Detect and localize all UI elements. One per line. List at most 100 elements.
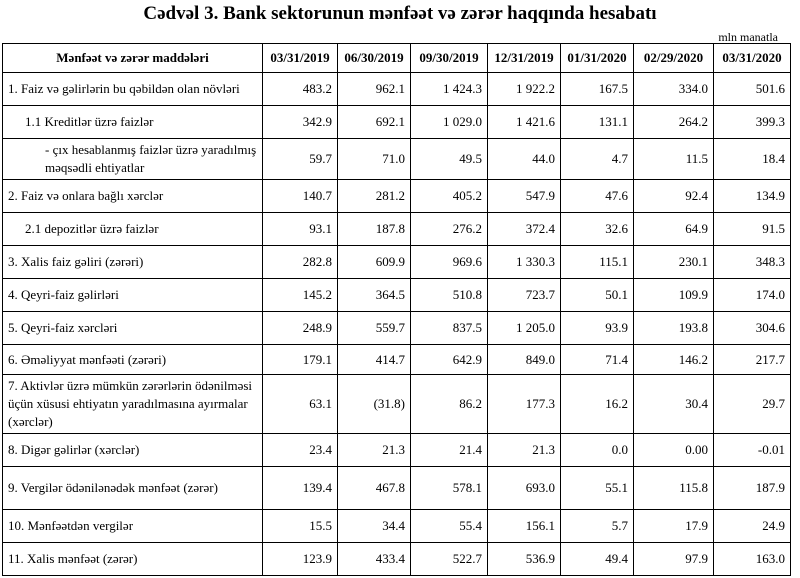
cell: 55.4 bbox=[410, 509, 488, 543]
cell: 47.6 bbox=[560, 179, 634, 213]
cell: 1 029.0 bbox=[410, 105, 488, 139]
table-row: 2.1 depozitlər üzrə faizlər 93.1 187.8 276.… bbox=[2, 212, 791, 246]
cell: 93.9 bbox=[560, 311, 634, 345]
table-body: 1. Faiz və gəlirlərin bu qəbildən olan n… bbox=[2, 72, 791, 576]
row-label: 9. Vergilər ödənilənədək mənfəət (zərər) bbox=[2, 466, 263, 510]
table-row: - çıx hesablanmış faizlər üzrə yaradılmı… bbox=[2, 138, 791, 180]
table-title: Cədvəl 3. Bank sektorunun mənfəət və zər… bbox=[143, 3, 657, 24]
row-label: 8. Digər gəlirlər (xərclər) bbox=[2, 433, 263, 467]
cell: 230.1 bbox=[633, 245, 714, 279]
header-row: Mənfəət və zərər maddələri 03/31/2019 06/3… bbox=[2, 43, 791, 73]
cell: 167.5 bbox=[560, 72, 634, 106]
unit-note: mln manatla bbox=[718, 30, 778, 44]
cell: 21.3 bbox=[337, 433, 411, 467]
cell: 193.8 bbox=[633, 311, 714, 345]
cell: 115.8 bbox=[633, 466, 714, 510]
cell: 414.7 bbox=[337, 344, 411, 375]
cell: 187.8 bbox=[337, 212, 411, 246]
cell: 248.9 bbox=[262, 311, 338, 345]
column-header: 01/31/2020 bbox=[560, 43, 634, 73]
cell: 348.3 bbox=[713, 245, 791, 279]
cell: 609.9 bbox=[337, 245, 411, 279]
cell: 281.2 bbox=[337, 179, 411, 213]
row-label: 4. Qeyri-faiz gəlirləri bbox=[2, 278, 263, 312]
data-table: Mənfəət və zərər maddələri 03/31/2019 06/3… bbox=[2, 43, 791, 576]
cell: 1 922.2 bbox=[487, 72, 561, 106]
cell: 24.9 bbox=[713, 509, 791, 543]
row-label: - çıx hesablanmış faizlər üzrə yaradılmı… bbox=[2, 138, 263, 180]
table-row: 10. Mənfəətdən vergilər 15.5 34.4 55.4 156.1… bbox=[2, 509, 791, 543]
cell: 174.0 bbox=[713, 278, 791, 312]
column-header: 02/29/2020 bbox=[633, 43, 714, 73]
cell: 139.4 bbox=[262, 466, 338, 510]
cell: 23.4 bbox=[262, 433, 338, 467]
cell: 1 330.3 bbox=[487, 245, 561, 279]
cell: 264.2 bbox=[633, 105, 714, 139]
cell: 92.4 bbox=[633, 179, 714, 213]
table-row: 4. Qeyri-faiz gəlirləri 145.2 364.5 510.8 72… bbox=[2, 278, 791, 312]
cell: 399.3 bbox=[713, 105, 791, 139]
cell: 849.0 bbox=[487, 344, 561, 375]
table-row: 2. Faiz və onlara bağlı xərclər 140.7 281.… bbox=[2, 179, 791, 213]
cell: (31.8) bbox=[337, 374, 411, 434]
column-header: Mənfəət və zərər maddələri bbox=[2, 43, 263, 73]
cell: 146.2 bbox=[633, 344, 714, 375]
table-row: 6. Əməliyyat mənfəəti (zərəri) 179.1 414.7… bbox=[2, 344, 791, 375]
cell: 21.3 bbox=[487, 433, 561, 467]
cell: 467.8 bbox=[337, 466, 411, 510]
cell: 34.4 bbox=[337, 509, 411, 543]
cell: 29.7 bbox=[713, 374, 791, 434]
table-row: 1.1 Kreditlər üzrə faizlər 342.9 692.1 1 02… bbox=[2, 105, 791, 139]
cell: -0.01 bbox=[713, 433, 791, 467]
row-label: 1. Faiz və gəlirlərin bu qəbildən olan n… bbox=[2, 72, 263, 106]
cell: 59.7 bbox=[262, 138, 338, 180]
cell: 304.6 bbox=[713, 311, 791, 345]
cell: 93.1 bbox=[262, 212, 338, 246]
cell: 44.0 bbox=[487, 138, 561, 180]
cell: 16.2 bbox=[560, 374, 634, 434]
cell: 91.5 bbox=[713, 212, 791, 246]
cell: 510.8 bbox=[410, 278, 488, 312]
cell: 969.6 bbox=[410, 245, 488, 279]
column-header: 09/30/2019 bbox=[410, 43, 488, 73]
cell: 49.5 bbox=[410, 138, 488, 180]
cell: 642.9 bbox=[410, 344, 488, 375]
cell: 71.4 bbox=[560, 344, 634, 375]
cell: 63.1 bbox=[262, 374, 338, 434]
column-header: 03/31/2019 bbox=[262, 43, 338, 73]
cell: 282.8 bbox=[262, 245, 338, 279]
cell: 134.9 bbox=[713, 179, 791, 213]
table-row: 11. Xalis mənfəət (zərər) 123.9 433.4 522.7… bbox=[2, 542, 791, 576]
column-header: 12/31/2019 bbox=[487, 43, 561, 73]
cell: 131.1 bbox=[560, 105, 634, 139]
row-label: 10. Mənfəətdən vergilər bbox=[2, 509, 263, 543]
cell: 64.9 bbox=[633, 212, 714, 246]
cell: 177.3 bbox=[487, 374, 561, 434]
cell: 1 424.3 bbox=[410, 72, 488, 106]
cell: 522.7 bbox=[410, 542, 488, 576]
cell: 21.4 bbox=[410, 433, 488, 467]
cell: 578.1 bbox=[410, 466, 488, 510]
cell: 15.5 bbox=[262, 509, 338, 543]
cell: 11.5 bbox=[633, 138, 714, 180]
cell: 0.0 bbox=[560, 433, 634, 467]
cell: 32.6 bbox=[560, 212, 634, 246]
cell: 692.1 bbox=[337, 105, 411, 139]
cell: 276.2 bbox=[410, 212, 488, 246]
cell: 559.7 bbox=[337, 311, 411, 345]
table-row: 9. Vergilər ödənilənədək mənfəət (zərər)… bbox=[2, 466, 791, 510]
cell: 342.9 bbox=[262, 105, 338, 139]
table-row: 5. Qeyri-faiz xərcləri 248.9 559.7 837.5 1 2… bbox=[2, 311, 791, 345]
cell: 5.7 bbox=[560, 509, 634, 543]
cell: 50.1 bbox=[560, 278, 634, 312]
cell: 86.2 bbox=[410, 374, 488, 434]
table-row: 1. Faiz və gəlirlərin bu qəbildən olan n… bbox=[2, 72, 791, 106]
cell: 1 421.6 bbox=[487, 105, 561, 139]
row-label: 5. Qeyri-faiz xərcləri bbox=[2, 311, 263, 345]
cell: 433.4 bbox=[337, 542, 411, 576]
cell: 49.4 bbox=[560, 542, 634, 576]
table-row: 7. Aktivlər üzrə mümkün zərərlərin ödəni… bbox=[2, 374, 791, 434]
row-label: 11. Xalis mənfəət (zərər) bbox=[2, 542, 263, 576]
row-label: 3. Xalis faiz gəliri (zərəri) bbox=[2, 245, 263, 279]
table-row: 3. Xalis faiz gəliri (zərəri) 282.8 609.9 9… bbox=[2, 245, 791, 279]
